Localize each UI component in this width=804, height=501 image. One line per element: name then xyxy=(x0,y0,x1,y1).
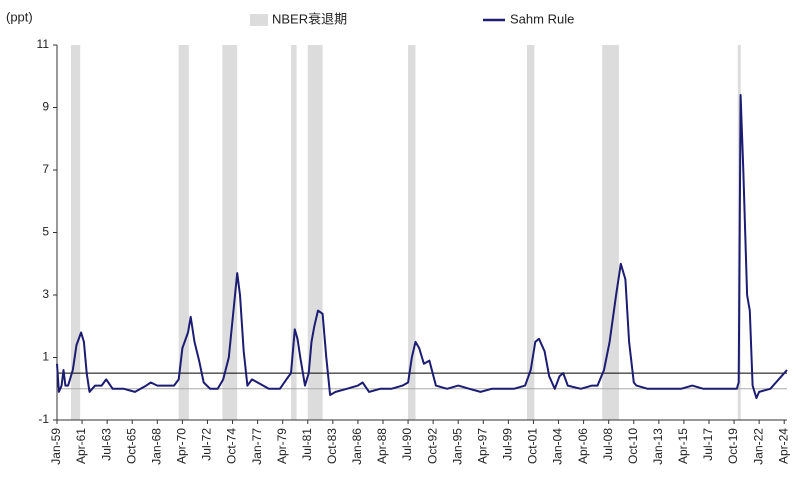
x-tick-label: Oct-10 xyxy=(626,428,640,464)
x-tick-label: Jul-17 xyxy=(701,428,715,461)
y-tick-label: 11 xyxy=(37,37,50,51)
x-tick-label: Apr-61 xyxy=(74,428,88,464)
y-tick-label: 1 xyxy=(42,350,49,364)
x-tick-label: Jul-99 xyxy=(501,428,515,461)
x-tick-label: Oct-19 xyxy=(726,428,740,464)
x-tick-label: Jul-72 xyxy=(200,428,214,461)
legend-label: NBER衰退期 xyxy=(272,11,347,26)
recession-band xyxy=(602,45,619,420)
x-tick-label: Jan-68 xyxy=(149,428,163,465)
x-tick-label: Jan-95 xyxy=(450,428,464,465)
x-tick-label: Jan-22 xyxy=(751,428,765,465)
recession-band xyxy=(178,45,189,420)
x-tick-label: Apr-70 xyxy=(175,428,189,464)
y-unit-label: (ppt) xyxy=(6,9,33,24)
x-tick-label: Jan-77 xyxy=(250,428,264,465)
x-tick-label: Oct-92 xyxy=(425,428,439,464)
recession-band xyxy=(222,45,238,420)
y-tick-label: -1 xyxy=(38,412,49,426)
x-tick-label: Jul-08 xyxy=(601,428,615,461)
x-tick-label: Apr-06 xyxy=(576,428,590,464)
series-line xyxy=(56,94,788,400)
y-tick-label: 7 xyxy=(42,162,49,176)
recession-band xyxy=(291,45,297,420)
y-tick-label: 5 xyxy=(42,225,49,239)
x-tick-label: Jan-04 xyxy=(551,428,565,465)
x-tick-label: Oct-65 xyxy=(124,428,138,464)
x-tick-label: Jul-90 xyxy=(400,428,414,461)
y-tick-label: 9 xyxy=(42,100,49,114)
x-tick-label: Jan-86 xyxy=(350,428,364,465)
x-tick-label: Jul-63 xyxy=(99,428,113,461)
x-tick-label: Jul-81 xyxy=(300,428,314,461)
y-tick-label: 3 xyxy=(42,287,49,301)
x-tick-label: Apr-79 xyxy=(275,428,289,464)
x-tick-label: Oct-83 xyxy=(325,428,339,464)
x-tick-label: Apr-88 xyxy=(375,428,389,464)
recession-band xyxy=(307,45,323,420)
x-tick-label: Apr-24 xyxy=(776,428,790,464)
x-tick-label: Oct-74 xyxy=(225,428,239,464)
x-tick-label: Oct-01 xyxy=(526,428,540,464)
legend-label: Sahm Rule xyxy=(510,11,574,26)
x-tick-label: Apr-15 xyxy=(676,428,690,464)
x-tick-label: Jan-59 xyxy=(49,428,63,465)
x-tick-label: Apr-97 xyxy=(475,428,489,464)
recession-band xyxy=(70,45,81,420)
legend-swatch xyxy=(250,14,268,26)
recession-band xyxy=(408,45,416,420)
x-tick-label: Jan-13 xyxy=(651,428,665,465)
recession-band xyxy=(526,45,535,420)
